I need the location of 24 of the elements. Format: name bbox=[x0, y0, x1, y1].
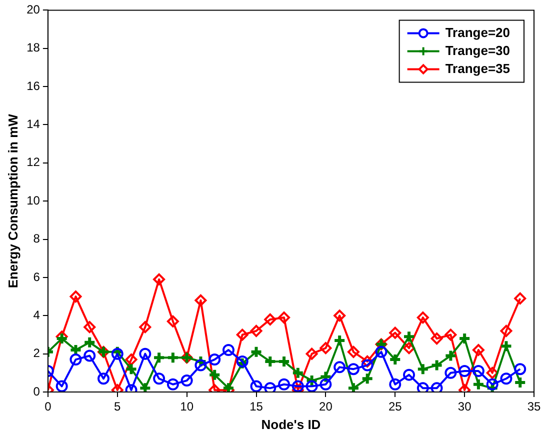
x-tick-label: 35 bbox=[527, 400, 541, 414]
y-tick-label: 10 bbox=[26, 193, 40, 208]
y-tick-label: 2 bbox=[33, 346, 40, 360]
x-tick-label: 10 bbox=[180, 400, 194, 414]
y-tick-label: 16 bbox=[26, 78, 40, 93]
y-tick-label: 14 bbox=[26, 117, 40, 132]
y-tick-label: 18 bbox=[26, 40, 40, 55]
x-tick-label: 30 bbox=[458, 400, 472, 414]
legend-label: Trange=35 bbox=[445, 60, 510, 76]
x-tick-label: 15 bbox=[250, 400, 264, 414]
x-tick-label: 25 bbox=[388, 400, 402, 414]
y-tick-label: 6 bbox=[33, 270, 40, 284]
x-tick-label: 0 bbox=[44, 400, 52, 414]
x-axis-title: Node's ID bbox=[261, 416, 321, 432]
y-tick-label: 20 bbox=[26, 2, 40, 17]
legend-label: Trange=20 bbox=[445, 24, 510, 40]
x-tick-label: 5 bbox=[114, 400, 122, 414]
y-axis-title: Energy Consumption in mW bbox=[5, 113, 20, 288]
y-tick-label: 4 bbox=[33, 308, 40, 322]
x-tick-label: 20 bbox=[319, 400, 333, 414]
legend-label: Trange=30 bbox=[445, 42, 510, 58]
y-tick-label: 8 bbox=[33, 232, 40, 246]
y-tick-label: 12 bbox=[26, 155, 40, 170]
y-tick-label: 0 bbox=[33, 384, 40, 398]
